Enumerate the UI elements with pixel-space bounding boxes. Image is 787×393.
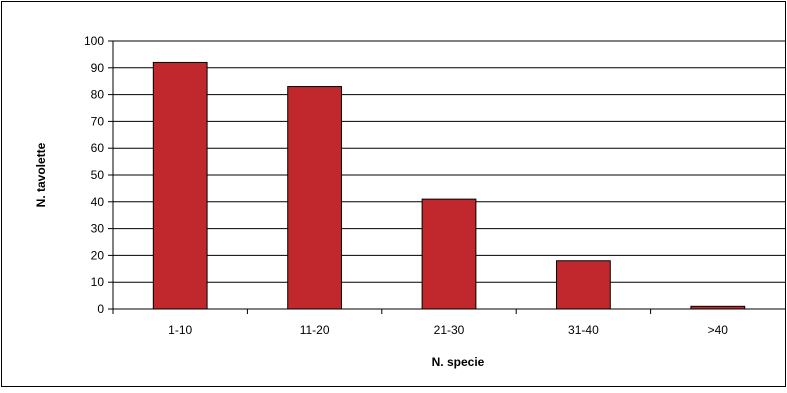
y-tick-label: 10 [91,275,105,289]
x-tick-label: 31-40 [568,323,599,337]
x-tick-label: 11-20 [300,323,330,337]
bar [421,198,477,310]
chart-border [1,1,786,387]
x-tick-labels: 1-10 11-20 21-30 31-40 >40 [112,309,729,337]
y-tick-label: 0 [97,302,104,316]
y-axis-title: N. tavolette [34,142,48,207]
y-tick-label: 30 [91,222,105,236]
x-tick-label: >40 [708,323,729,337]
y-tick-label: 90 [91,61,105,75]
y-tick-label: 60 [91,141,105,155]
y-tick-labels: 0 10 20 30 40 50 60 70 80 90 100 [84,34,113,316]
bar [556,260,611,310]
x-tick-label: 21-30 [434,323,465,337]
x-tick-label: 1-10 [168,323,192,337]
y-tick-label: 100 [84,34,104,48]
y-tick-label: 70 [91,114,105,128]
y-tick-label: 80 [91,88,105,102]
x-axis-title: N. specie [432,355,485,369]
bar [287,86,342,310]
y-tick-label: 50 [91,168,105,182]
y-tick-label: 40 [91,195,105,209]
y-tick-label: 20 [91,248,105,262]
bar [152,61,208,310]
gridlines [113,40,785,283]
